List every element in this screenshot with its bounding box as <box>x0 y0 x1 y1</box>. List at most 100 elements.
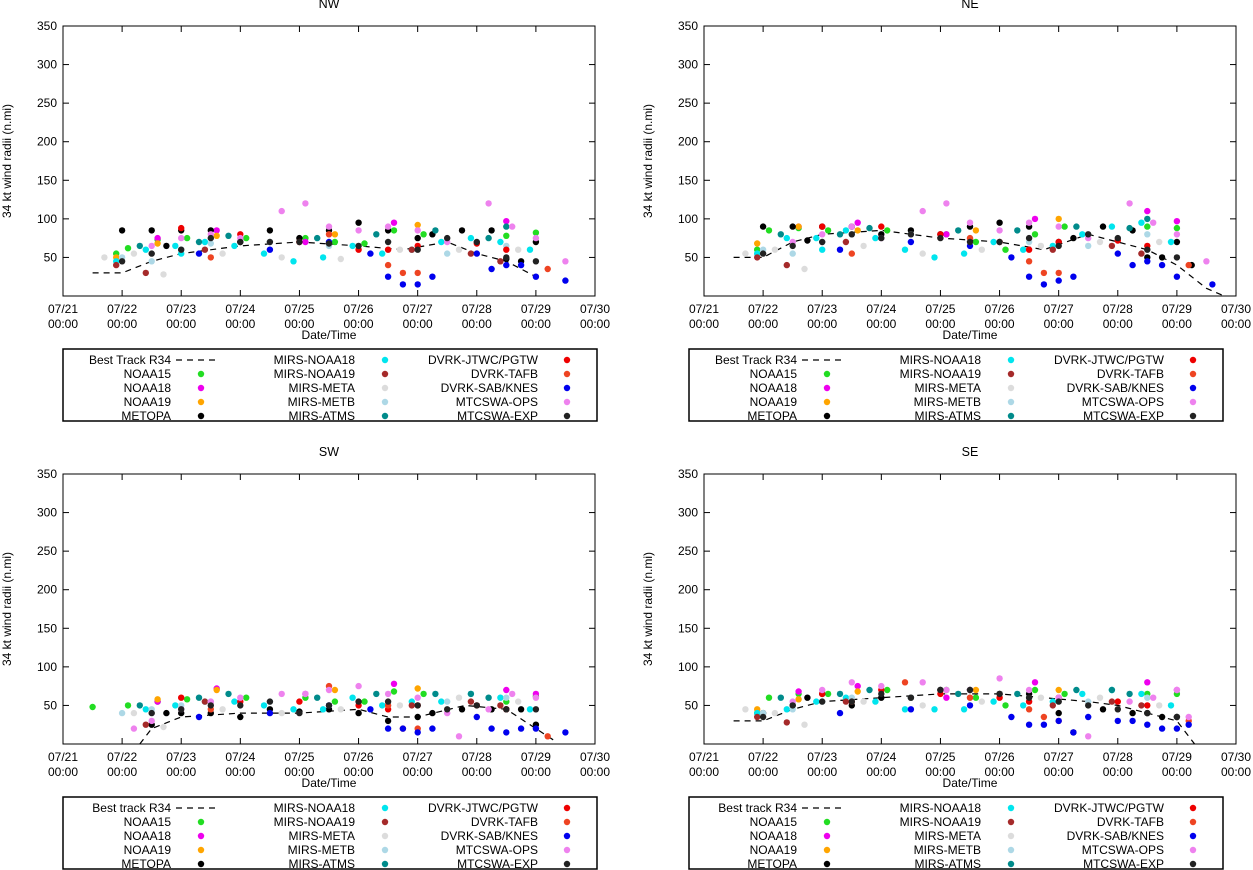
data-point-dvrk-jtwc-pgtw <box>296 698 303 705</box>
data-point-mtcswa-exp <box>473 238 480 246</box>
data-point-mirs-meta <box>396 246 404 253</box>
x-tick-label-date: 07/24 <box>866 302 896 316</box>
legend-label: Best track R34 <box>92 801 171 815</box>
data-point-noaa15 <box>1002 702 1009 709</box>
data-point-mirs-metb <box>789 250 796 257</box>
data-point-mtcswa-exp <box>325 240 333 247</box>
x-tick-label-date: 07/23 <box>807 302 837 316</box>
data-point-noaa15 <box>1061 223 1068 230</box>
data-point-mtcswa-exp <box>414 702 421 709</box>
data-point-dvrk-sab-knes <box>1040 281 1048 288</box>
legend-label: DVRK-TAFB <box>1097 815 1164 829</box>
data-point-mtcswa-exp <box>759 250 767 257</box>
data-point-mtcswa-ops <box>1150 219 1157 226</box>
data-point-mtcswa-ops <box>1185 713 1192 721</box>
data-point-metopa <box>414 234 421 242</box>
data-point-mtcswa-exp <box>532 258 540 265</box>
y-tick-label: 100 <box>37 212 57 226</box>
data-point-mtcswa-exp <box>266 698 274 705</box>
data-point-dvrk-sab-knes <box>1008 254 1015 261</box>
data-point-dvrk-jtwc-pgtw <box>1114 698 1122 705</box>
data-point-mirs-meta <box>160 271 167 278</box>
data-point-mtcswa-ops <box>996 227 1003 234</box>
y-tick-label: 200 <box>37 583 57 597</box>
data-point-mtcswa-ops <box>485 200 492 207</box>
data-point-noaa15 <box>1002 246 1009 253</box>
data-point-mtcswa-exp <box>848 698 855 705</box>
legend-swatch-dvrk-tafb <box>1189 370 1197 378</box>
legend-label: NOAA18 <box>124 381 172 395</box>
data-point-mirs-noaa19 <box>408 702 415 709</box>
data-point-noaa19 <box>972 227 980 234</box>
data-point-mirs-noaa19 <box>113 261 120 269</box>
y-tick-label: 200 <box>678 135 698 149</box>
data-point-mtcswa-ops <box>1126 200 1133 207</box>
data-point-noaa19 <box>854 227 861 234</box>
data-point-mtcswa-exp <box>118 258 126 265</box>
data-point-mtcswa-exp <box>503 254 510 261</box>
data-point-metopa <box>458 706 466 713</box>
data-point-mirs-meta <box>860 698 867 705</box>
data-point-noaa18 <box>503 218 510 225</box>
data-point-mirs-atms <box>777 231 784 238</box>
data-point-mtcswa-ops <box>302 690 309 698</box>
legend-swatch-noaa19 <box>197 846 205 854</box>
x-tick-label-date: 07/25 <box>925 302 955 316</box>
legend-label: MTCSWA-OPS <box>1082 395 1164 409</box>
legend-box <box>62 796 598 870</box>
chart-panel-ne: NE 34 kt wind radii (n.mi) 50 100 150 200 250 3… <box>641 0 1251 423</box>
data-point-mirs-atms <box>836 231 844 238</box>
data-point-noaa15 <box>1031 686 1039 694</box>
x-tick-label-date: 07/27 <box>403 302 433 316</box>
legend-label: MTCSWA-OPS <box>456 395 538 409</box>
legend-swatch-metopa <box>823 412 831 420</box>
data-point-mtcswa-ops <box>919 679 926 686</box>
data-point-mtcswa-exp <box>996 690 1003 698</box>
data-point-metopa <box>163 242 170 250</box>
legend-swatch-mtcswa-exp <box>1189 860 1197 868</box>
data-point-dvrk-sab-knes <box>1008 713 1015 721</box>
data-point-mirs-noaa18 <box>872 234 879 242</box>
data-point-dvrk-sab-knes <box>1055 717 1062 725</box>
x-tick-label-date: 07/22 <box>748 302 778 316</box>
data-point-mirs-noaa18 <box>260 250 268 257</box>
x-tick-label-time: 00:00 <box>1044 765 1074 779</box>
legend-swatch-mirs-meta <box>381 384 389 392</box>
data-point-mirs-noaa19 <box>467 250 475 257</box>
data-point-dvrk-tafb <box>1185 261 1192 269</box>
data-point-dvrk-tafb <box>966 694 974 701</box>
data-point-metopa <box>355 709 362 717</box>
data-point-mirs-noaa19 <box>1138 250 1145 257</box>
data-point-mtcswa-ops <box>966 219 974 226</box>
legend-swatch-dvrk-tafb <box>563 818 571 826</box>
data-point-dvrk-tafb <box>1025 706 1033 713</box>
data-point-metopa <box>517 706 525 713</box>
data-point-dvrk-sab-knes <box>1173 725 1181 732</box>
data-point-noaa18 <box>154 234 161 242</box>
legend-label: MIRS-NOAA18 <box>274 353 356 367</box>
legend-swatch-mtcswa-ops <box>1189 398 1197 406</box>
data-point-dvrk-sab-knes <box>1144 721 1151 728</box>
data-point-mirs-noaa19 <box>783 719 790 726</box>
x-tick-label-time: 00:00 <box>1103 317 1133 331</box>
data-point-dvrk-sab-knes <box>532 273 540 280</box>
data-point-mirs-meta <box>337 706 344 713</box>
legend-swatch-mirs-meta <box>1007 384 1015 392</box>
data-point-noaa15 <box>884 227 891 234</box>
data-point-noaa15 <box>124 702 132 709</box>
legend-label: Best track R34 <box>718 801 797 815</box>
data-point-dvrk-sab-knes <box>836 709 844 717</box>
data-point-mirs-metb <box>444 250 451 257</box>
legend-label: MIRS-META <box>289 381 355 395</box>
data-point-mirs-atms <box>1126 224 1133 232</box>
data-point-mtcswa-exp <box>1085 231 1092 238</box>
data-point-noaa19 <box>154 696 161 703</box>
data-point-mtcswa-exp <box>178 246 185 253</box>
x-tick-label-date: 07/22 <box>748 750 778 764</box>
y-tick-label: 300 <box>37 506 57 520</box>
data-point-mirs-noaa18 <box>526 246 534 253</box>
data-point-mirs-atms <box>1073 686 1080 694</box>
legend-label: DVRK-SAB/KNES <box>441 381 538 395</box>
x-tick-label-date: 07/23 <box>166 750 196 764</box>
legend-swatch-dvrk-tafb <box>1189 818 1197 826</box>
